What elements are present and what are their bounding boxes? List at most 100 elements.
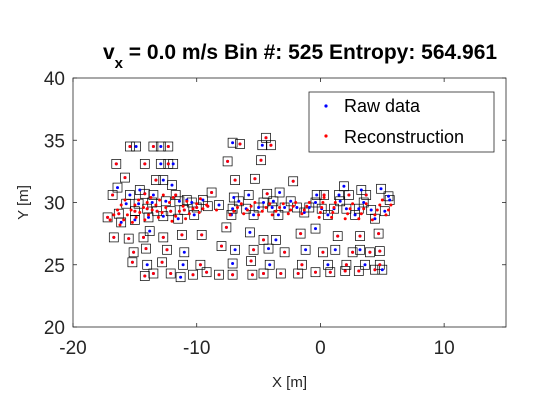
bin-square bbox=[356, 185, 367, 195]
bin-square bbox=[350, 210, 360, 220]
reconstruction-point bbox=[224, 225, 228, 229]
bin-square bbox=[144, 226, 155, 236]
raw-data-point bbox=[151, 193, 155, 197]
bin-square bbox=[139, 271, 150, 281]
raw-data-point bbox=[116, 186, 119, 190]
reconstruction-point bbox=[283, 250, 287, 254]
bin-square bbox=[253, 202, 264, 213]
bin-square bbox=[344, 190, 354, 200]
bin-square bbox=[120, 172, 130, 183]
raw-data-point bbox=[387, 194, 390, 198]
reconstruction-point bbox=[138, 211, 142, 214]
reconstruction-point bbox=[358, 234, 362, 238]
reconstruction-point bbox=[226, 159, 230, 163]
bin-square bbox=[155, 159, 166, 169]
reconstruction-point bbox=[133, 209, 137, 213]
reconstruction-point bbox=[302, 208, 306, 212]
reconstruction-point bbox=[166, 162, 170, 166]
reconstruction-point bbox=[200, 233, 204, 237]
bin-square bbox=[245, 227, 255, 238]
bin-square bbox=[130, 215, 140, 225]
raw-data-point bbox=[233, 248, 237, 252]
reconstruction-point bbox=[291, 204, 295, 208]
raw-data-point bbox=[333, 248, 337, 252]
raw-data-point bbox=[388, 198, 392, 202]
raw-data-point bbox=[362, 201, 366, 204]
reconstruction-point bbox=[206, 204, 210, 208]
reconstruction-point bbox=[191, 273, 195, 277]
bin-square bbox=[246, 256, 256, 266]
bin-square bbox=[257, 140, 268, 151]
reconstruction-point bbox=[151, 145, 155, 148]
raw-data-point bbox=[314, 201, 317, 204]
reconstruction-layer bbox=[106, 136, 393, 278]
reconstruction-point bbox=[318, 211, 322, 214]
reconstruction-point bbox=[270, 213, 274, 217]
bin-square bbox=[241, 203, 252, 214]
reconstruction-point bbox=[181, 204, 185, 208]
bin-square bbox=[355, 231, 365, 241]
raw-data-point bbox=[358, 248, 362, 252]
raw-data-point bbox=[161, 178, 165, 182]
reconstruction-point bbox=[143, 162, 147, 166]
raw-data-point bbox=[182, 250, 186, 254]
raw-data-point bbox=[190, 201, 194, 204]
raw-data-point bbox=[171, 162, 175, 166]
reconstruction-point bbox=[269, 143, 273, 147]
raw-data-point bbox=[302, 211, 306, 214]
reconstruction-point bbox=[154, 203, 158, 207]
bin-square bbox=[334, 190, 344, 200]
bin-square bbox=[263, 243, 274, 254]
reconstruction-point bbox=[348, 207, 352, 211]
legend-label-reconstruction: Reconstruction bbox=[344, 127, 464, 147]
reconstruction-point bbox=[347, 193, 351, 197]
reconstruction-point bbox=[215, 208, 218, 212]
bin-square bbox=[374, 246, 385, 256]
raw-data-point bbox=[150, 201, 154, 204]
reconstruction-point bbox=[106, 215, 110, 219]
reconstruction-point bbox=[210, 191, 214, 194]
raw-data-point bbox=[278, 191, 282, 194]
reconstruction-point bbox=[161, 193, 165, 197]
reconstruction-point bbox=[185, 199, 189, 203]
bin-square bbox=[151, 175, 161, 185]
reconstruction-point bbox=[260, 209, 264, 213]
bin-square bbox=[165, 206, 176, 217]
reconstruction-point bbox=[389, 203, 393, 207]
bin-square bbox=[318, 247, 328, 258]
bin-square bbox=[256, 155, 266, 166]
reconstruction-point bbox=[307, 201, 311, 204]
bin-square bbox=[325, 267, 336, 278]
bin-square bbox=[175, 272, 186, 283]
x-axis-label: X [m] bbox=[272, 374, 307, 391]
reconstruction-point bbox=[344, 263, 348, 267]
reconstruction-point bbox=[300, 263, 304, 267]
reconstruction-point bbox=[239, 202, 243, 206]
raw-data-point bbox=[232, 196, 236, 199]
raw-data-point bbox=[179, 275, 183, 279]
bin-square bbox=[202, 201, 213, 212]
bin-square bbox=[177, 230, 187, 240]
raw-data-point bbox=[267, 247, 270, 251]
reconstruction-point bbox=[129, 208, 133, 212]
bin-square bbox=[173, 213, 184, 224]
bin-square bbox=[227, 258, 238, 269]
bin-square bbox=[181, 195, 192, 205]
reconstruction-point bbox=[351, 250, 355, 254]
reconstruction-point bbox=[142, 206, 145, 209]
reconstruction-point bbox=[150, 208, 154, 212]
legend-box bbox=[308, 91, 495, 153]
reconstruction-point bbox=[143, 274, 147, 278]
bin-square bbox=[227, 137, 238, 148]
raw-data-point bbox=[247, 193, 251, 197]
reconstruction-point bbox=[232, 209, 236, 213]
raw-data-point bbox=[192, 213, 196, 217]
bin-square bbox=[279, 247, 290, 258]
bin-square bbox=[274, 187, 285, 198]
reconstruction-point bbox=[259, 158, 263, 162]
reconstruction-point bbox=[142, 235, 145, 239]
reconstruction-point bbox=[380, 198, 384, 202]
reconstruction-point bbox=[169, 272, 173, 275]
bin-square bbox=[123, 233, 134, 244]
bin-square bbox=[148, 268, 159, 279]
